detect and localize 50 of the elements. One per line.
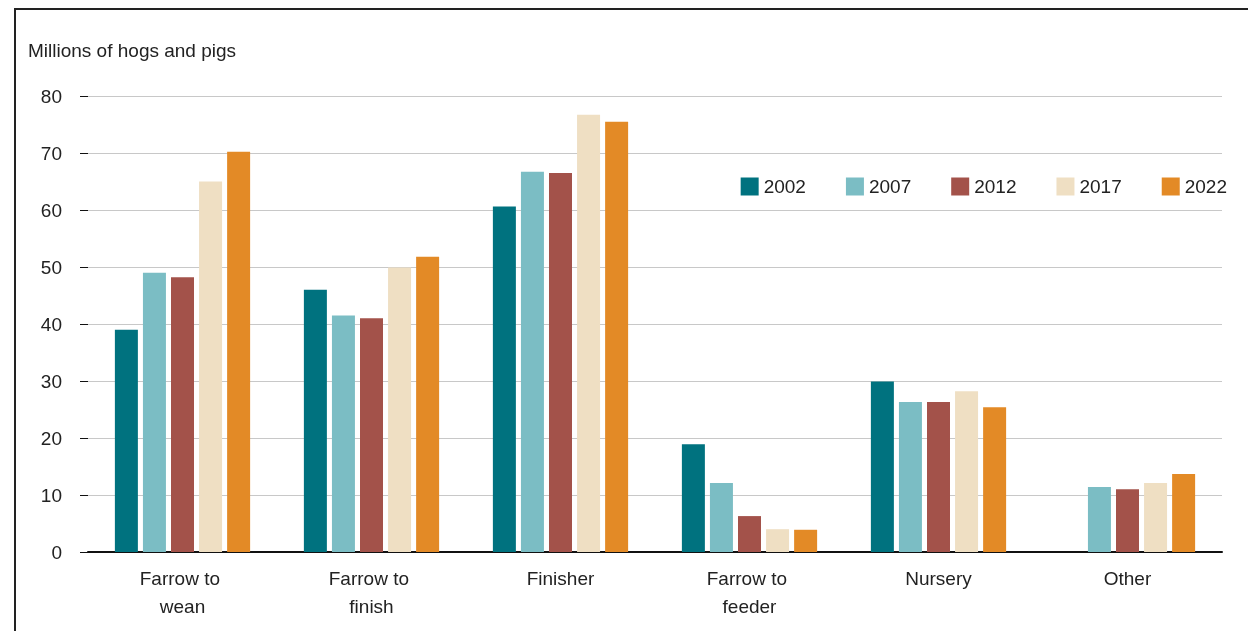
bar	[605, 121, 629, 552]
legend-label: 2002	[763, 176, 806, 197]
bar	[1144, 483, 1168, 552]
bar	[983, 407, 1007, 552]
bar	[738, 516, 761, 552]
y-tick-label: 30	[40, 370, 62, 392]
bar	[955, 391, 979, 552]
legend-label: 2012	[974, 176, 1017, 197]
bar	[388, 267, 412, 552]
bar	[1116, 489, 1139, 552]
bar	[927, 402, 950, 552]
bar	[492, 206, 516, 552]
x-tick-label: Farrow to wean	[139, 567, 226, 617]
bar	[549, 172, 572, 552]
bar	[681, 444, 705, 552]
bar	[360, 318, 383, 552]
y-tick-label: 60	[40, 199, 62, 221]
x-tick-label: Farrow to feeder	[706, 567, 793, 617]
bar	[303, 289, 327, 552]
x-tick-label: Finisher	[526, 567, 595, 589]
bar	[870, 381, 894, 552]
legend-label: 2017	[1079, 176, 1122, 197]
bar	[766, 529, 790, 552]
y-tick-label: 70	[40, 142, 62, 164]
x-tick-label: Other	[1103, 567, 1152, 589]
bar	[709, 483, 733, 552]
y-tick-label: 0	[51, 541, 62, 563]
x-tick-label: Farrow to finish	[328, 567, 415, 617]
y-tick-label: 40	[40, 313, 62, 335]
x-tick-label: Nursery	[905, 567, 973, 589]
legend-label: 2022	[1184, 176, 1228, 197]
bar	[227, 151, 251, 552]
bar	[520, 171, 544, 552]
y-tick-label: 50	[40, 256, 62, 278]
bar	[794, 529, 818, 552]
bar	[114, 329, 138, 552]
bar	[142, 272, 166, 552]
bar	[898, 402, 922, 552]
y-tick-label: 10	[40, 484, 62, 506]
bar	[1172, 473, 1196, 552]
bar	[171, 277, 194, 552]
legend-label: 2007	[868, 176, 912, 197]
y-axis-title: Millions of hogs and pigs	[28, 40, 237, 61]
bar	[331, 315, 355, 552]
bar	[416, 256, 440, 552]
y-tick-label: 80	[40, 85, 62, 107]
bar	[577, 114, 601, 552]
bar	[199, 181, 223, 552]
y-tick-label: 20	[40, 427, 62, 449]
bar	[1087, 487, 1111, 552]
